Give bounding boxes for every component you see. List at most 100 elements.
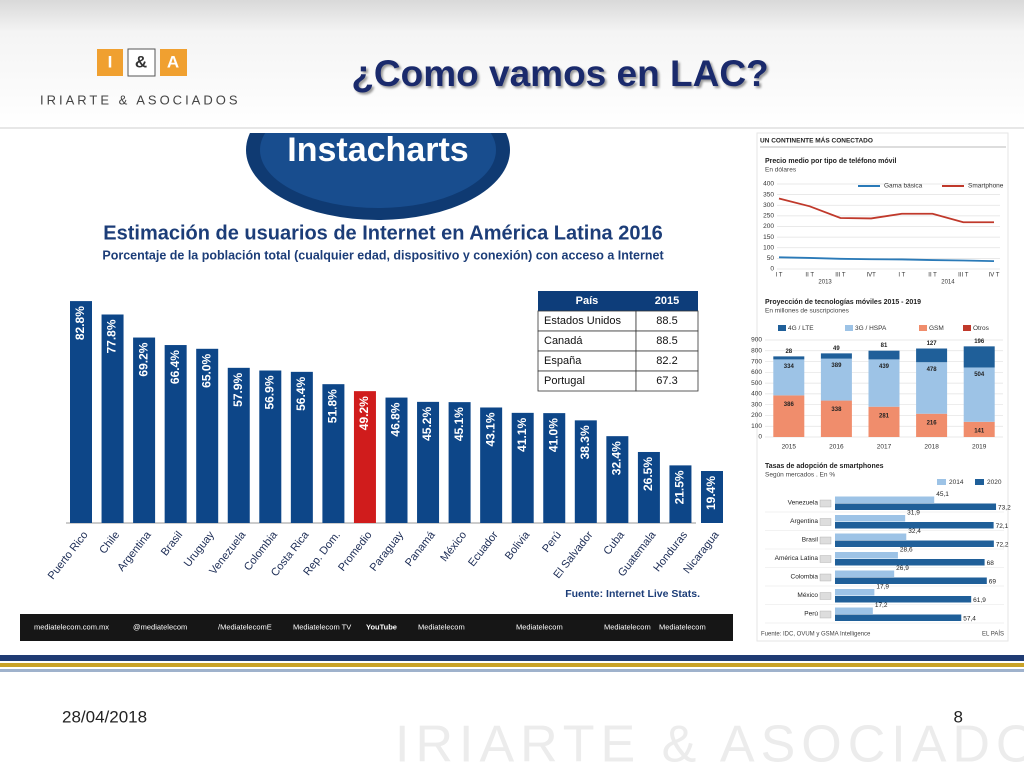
bar — [196, 348, 219, 523]
y-tick-label: Brasil — [802, 537, 819, 544]
watermark: IRIARTE & ASOCIADOS — [395, 716, 1024, 768]
x-tick-label: III T — [958, 273, 969, 279]
table-cell: España — [544, 355, 582, 367]
bar — [322, 384, 345, 523]
stripe — [0, 663, 1024, 667]
y-tick-label: 900 — [751, 337, 762, 344]
logo-box — [127, 48, 156, 77]
y-tick-label: 800 — [751, 347, 762, 354]
bar — [70, 301, 92, 523]
value-label: 17,2 — [875, 602, 888, 609]
value-label: 72,2 — [996, 541, 1009, 548]
value-label: 216 — [927, 420, 938, 426]
y-tick-label: 500 — [751, 380, 762, 387]
flag — [819, 573, 832, 582]
legend-swatch — [963, 325, 971, 331]
value-label: 334 — [784, 364, 795, 370]
footer-link: @mediatelecom — [133, 622, 187, 631]
chart-title: Estimación de usuarios de Internet en Am… — [103, 222, 662, 244]
bar — [701, 471, 723, 523]
value-label: 28 — [785, 349, 792, 355]
legend-swatch — [937, 479, 946, 485]
bar-segment — [916, 348, 948, 363]
y-tick-label: 250 — [763, 213, 774, 220]
bar — [835, 522, 994, 529]
table-cell: 82.2 — [656, 355, 677, 367]
table-cell: Estados Unidos — [544, 315, 622, 327]
bar — [835, 552, 898, 559]
y-tick-label: México — [797, 592, 818, 599]
bar-segment — [868, 359, 900, 407]
bar — [835, 503, 997, 510]
value-label: 56.9% — [262, 375, 276, 409]
x-tick-label: II T — [805, 273, 814, 279]
value-label: 45,1 — [936, 491, 949, 498]
value-label: 57.9% — [231, 373, 245, 407]
footer-link: Mediatelecom TV — [293, 622, 351, 631]
x-tick-label: IVT — [866, 273, 876, 279]
value-label: 43.1% — [483, 412, 497, 446]
bar-segment — [963, 421, 995, 437]
slide-title: ¿Como vamos en LAC? — [351, 53, 768, 94]
chart-title: Tasas de adopción de smartphones — [765, 463, 884, 470]
logo-name: IRIARTE & ASOCIADOS — [40, 92, 241, 107]
value-label: 32.4% — [610, 441, 624, 475]
y-tick-label: 0 — [758, 434, 762, 441]
bar — [417, 401, 440, 523]
footer-link: Mediatelecom — [604, 622, 651, 631]
bar — [511, 412, 534, 523]
bar-segment — [773, 359, 805, 396]
legend-label: 2020 — [987, 479, 1002, 486]
bar-segment — [963, 367, 995, 422]
stripe — [0, 669, 1024, 672]
table-header-cell: País — [576, 295, 599, 307]
bar-segment — [868, 406, 900, 437]
bar — [448, 402, 471, 523]
chart-title: Precio medio por tipo de teléfono móvil — [765, 158, 897, 165]
bar — [259, 370, 282, 523]
bar-segment — [820, 353, 852, 359]
bar-segment — [820, 358, 852, 401]
value-label: 478 — [927, 367, 938, 373]
value-label: 68 — [987, 560, 995, 567]
legend-label: GSM — [929, 325, 944, 332]
stripe — [0, 655, 1024, 661]
value-label: 38.3% — [578, 425, 592, 459]
chart-subtitle: En millones de suscripciones — [765, 308, 850, 315]
bar — [385, 397, 408, 523]
value-label: 19.4% — [704, 476, 718, 510]
bar — [669, 465, 692, 523]
value-label: 65.0% — [199, 353, 213, 387]
footer-link: mediatelecom.com.mx — [34, 622, 109, 631]
flag — [819, 610, 832, 619]
legend-label: 4G / LTE — [788, 325, 814, 332]
slide-date: 28/04/2018 — [62, 707, 147, 726]
bar — [290, 371, 313, 523]
value-label: 26.5% — [641, 457, 655, 491]
legend-swatch — [778, 325, 786, 331]
value-label: 17,9 — [876, 584, 889, 591]
value-label: 69.2% — [136, 342, 150, 376]
flag — [819, 592, 832, 600]
y-tick-label: 700 — [751, 358, 762, 365]
y-tick-label: Venezuela — [788, 500, 819, 507]
table-cell: Canadá — [544, 335, 583, 347]
value-label: 389 — [831, 363, 842, 369]
bar — [606, 436, 629, 523]
table-header-cell: 2015 — [655, 295, 679, 307]
bar-segment — [773, 395, 805, 437]
x-tick-label: 2019 — [972, 444, 987, 451]
y-tick-label: 0 — [770, 266, 774, 273]
value-label: 31,9 — [907, 510, 920, 517]
value-label: 281 — [879, 413, 890, 419]
y-tick-label: 400 — [751, 391, 762, 398]
chart-title: Proyección de tecnologías móviles 2015 -… — [765, 299, 921, 306]
x-tick-label: 2018 — [924, 444, 939, 451]
value-label: 49 — [833, 346, 840, 352]
bar — [574, 420, 597, 523]
bar — [835, 515, 906, 522]
bar — [835, 496, 935, 503]
legend-swatch — [919, 325, 927, 331]
